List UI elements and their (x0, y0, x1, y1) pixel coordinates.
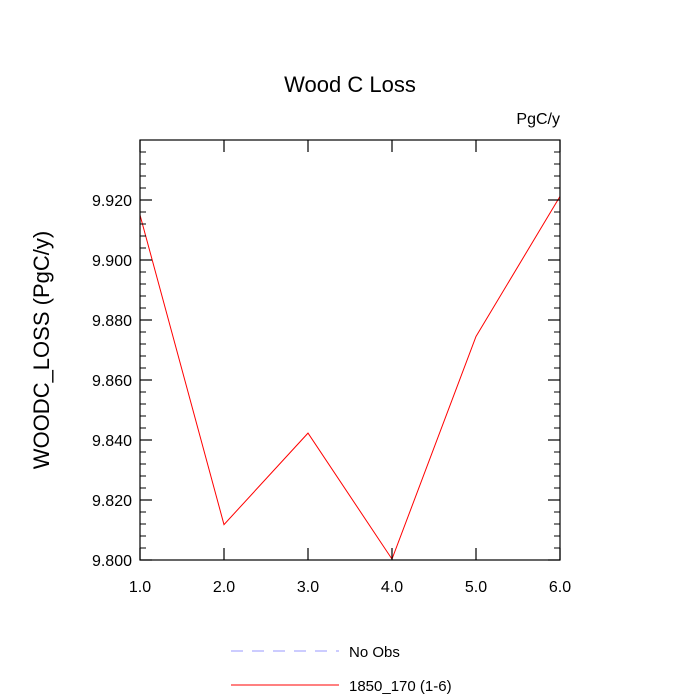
plot-frame (139, 139, 561, 561)
x-tick-label: 1.0 (129, 579, 151, 596)
x-tick-label: 5.0 (465, 579, 487, 596)
legend-label: No Obs (349, 644, 400, 661)
y-tick-label: 9.820 (92, 493, 132, 510)
x-tick-label: 3.0 (297, 579, 319, 596)
y-tick-label: 9.900 (92, 253, 132, 270)
x-tick-label: 4.0 (381, 579, 403, 596)
y-tick-label: 9.880 (92, 313, 132, 330)
series-line (139, 196, 561, 561)
x-tick-label: 6.0 (549, 579, 571, 596)
legend: No Obs 1850_170 (1-6) (231, 644, 452, 695)
x-tick-label: 2.0 (213, 579, 235, 596)
y-tick-label: 9.860 (92, 373, 132, 390)
y-tick-label: 9.800 (92, 553, 132, 570)
chart-title: Wood C Loss (284, 72, 416, 97)
y-tick-label: 9.920 (92, 193, 132, 210)
legend-label: 1850_170 (1-6) (349, 678, 452, 695)
ticks-layer: 1.0 2.0 3.0 4.0 5.0 6.0 9.800 9.820 9.840 9.860 9.… (92, 139, 571, 596)
series-layer (139, 196, 561, 561)
units-label: PgC/y (516, 111, 560, 128)
y-axis-label: WOODC_LOSS (PgC/y) (29, 231, 54, 469)
y-tick-label: 9.840 (92, 433, 132, 450)
